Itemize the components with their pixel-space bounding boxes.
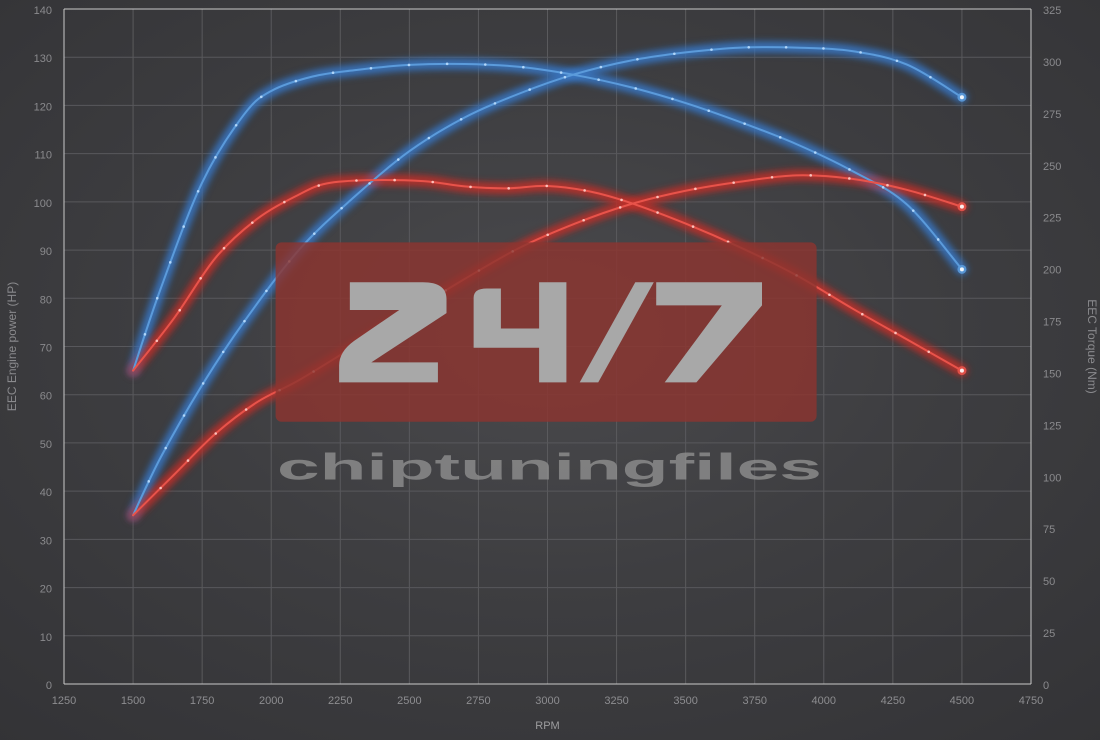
svg-text:0: 0 [1043, 680, 1049, 692]
svg-text:30: 30 [40, 535, 52, 547]
svg-text:175: 175 [1043, 317, 1061, 329]
svg-text:50: 50 [40, 439, 52, 451]
svg-text:25: 25 [1043, 628, 1055, 640]
svg-text:250: 250 [1043, 161, 1061, 173]
svg-text:200: 200 [1043, 265, 1061, 277]
svg-text:225: 225 [1043, 213, 1061, 225]
svg-text:275: 275 [1043, 109, 1061, 121]
svg-text:3750: 3750 [742, 695, 766, 707]
svg-text:40: 40 [40, 487, 52, 499]
svg-text:130: 130 [34, 53, 52, 65]
svg-text:chiptuningfiles: chiptuningfiles [277, 446, 822, 488]
svg-text:RPM: RPM [535, 720, 559, 732]
svg-text:1750: 1750 [190, 695, 214, 707]
svg-text:120: 120 [34, 101, 52, 113]
svg-text:100: 100 [34, 198, 52, 210]
svg-text:10: 10 [40, 632, 52, 644]
svg-text:4250: 4250 [881, 695, 905, 707]
svg-text:3000: 3000 [535, 695, 559, 707]
svg-text:EEC Torque (Nm): EEC Torque (Nm) [1085, 299, 1099, 393]
svg-text:4500: 4500 [950, 695, 974, 707]
svg-text:60: 60 [40, 391, 52, 403]
svg-text:EEC Engine power (HP): EEC Engine power (HP) [5, 282, 19, 411]
svg-text:50: 50 [1043, 576, 1055, 588]
svg-text:3250: 3250 [604, 695, 628, 707]
svg-text:325: 325 [1043, 5, 1061, 17]
svg-text:20: 20 [40, 584, 52, 596]
svg-text:140: 140 [34, 5, 52, 17]
svg-text:90: 90 [40, 246, 52, 258]
svg-text:3500: 3500 [673, 695, 697, 707]
svg-text:0: 0 [46, 680, 52, 692]
svg-text:150: 150 [1043, 368, 1061, 380]
svg-text:70: 70 [40, 343, 52, 355]
svg-text:100: 100 [1043, 472, 1061, 484]
svg-text:1500: 1500 [121, 695, 145, 707]
svg-text:80: 80 [40, 294, 52, 306]
svg-text:2250: 2250 [328, 695, 352, 707]
svg-text:4000: 4000 [812, 695, 836, 707]
svg-text:2500: 2500 [397, 695, 421, 707]
svg-text:2000: 2000 [259, 695, 283, 707]
svg-text:1250: 1250 [52, 695, 76, 707]
svg-text:125: 125 [1043, 420, 1061, 432]
svg-text:4750: 4750 [1019, 695, 1043, 707]
svg-text:300: 300 [1043, 57, 1061, 69]
svg-text:75: 75 [1043, 524, 1055, 536]
svg-text:2750: 2750 [466, 695, 490, 707]
svg-text:110: 110 [34, 150, 52, 162]
